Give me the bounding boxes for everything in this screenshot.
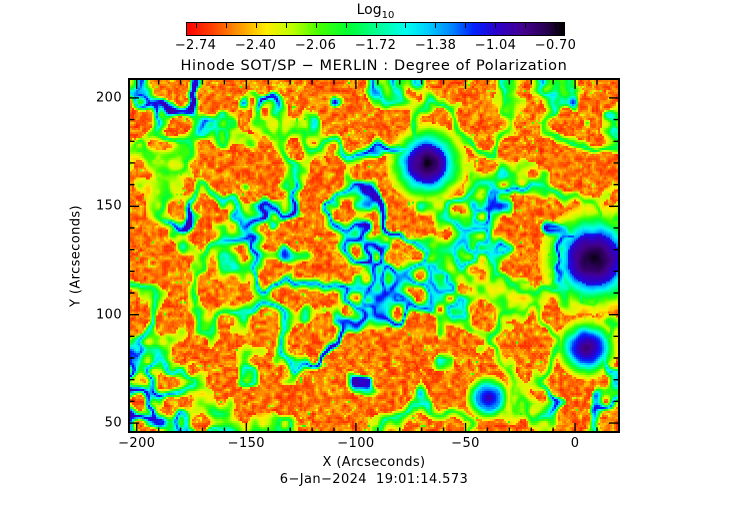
x-axis-label: X (Arcseconds) bbox=[322, 455, 426, 470]
colorbar-tick bbox=[405, 23, 407, 28]
x-tick-label: −100 bbox=[337, 436, 375, 451]
colorbar-tick bbox=[465, 23, 467, 28]
y-tick-label: 50 bbox=[104, 415, 122, 431]
colorbar-tick bbox=[225, 23, 227, 28]
plot-title: Hinode SOT/SP − MERLIN : Degree of Polar… bbox=[180, 58, 568, 74]
colorbar-tick-label: −0.70 bbox=[534, 38, 577, 53]
colorbar-tick bbox=[315, 23, 317, 28]
heatmap-canvas bbox=[128, 78, 620, 433]
colorbar-tick-label: −2.40 bbox=[234, 38, 277, 53]
colorbar-tick-label: −1.04 bbox=[474, 38, 517, 53]
colorbar-tick bbox=[525, 23, 527, 28]
x-tick-label: −200 bbox=[118, 436, 156, 451]
x-tick-label: −150 bbox=[227, 436, 265, 451]
y-tick-label: 200 bbox=[95, 90, 122, 106]
y-tick-label: 150 bbox=[95, 198, 122, 214]
colorbar-tick bbox=[255, 23, 257, 28]
y-tick-label: 100 bbox=[95, 307, 122, 323]
colorbar-title: Log10 bbox=[186, 2, 565, 21]
colorbar-tick bbox=[345, 23, 347, 28]
colorbar-tick bbox=[195, 23, 197, 28]
colorbar-title-subscript: 10 bbox=[381, 10, 395, 21]
colorbar-tick bbox=[495, 23, 497, 28]
colorbar-tick-label: −1.38 bbox=[414, 38, 457, 53]
colorbar-title-main: Log bbox=[356, 2, 382, 18]
colorbar-tick bbox=[375, 23, 377, 28]
colorbar-tick-label: −2.06 bbox=[294, 38, 337, 53]
x-tick-label: 0 bbox=[570, 436, 580, 451]
y-axis-label: Y (Arcseconds) bbox=[68, 204, 84, 308]
timestamp: 6−Jan−2024 19:01:14.573 bbox=[279, 472, 469, 487]
colorbar-tick-label: −1.72 bbox=[354, 38, 397, 53]
colorbar bbox=[186, 22, 565, 36]
colorbar-tick bbox=[435, 23, 437, 28]
colorbar-tick bbox=[555, 23, 557, 28]
x-tick-label: −50 bbox=[451, 436, 480, 451]
colorbar-tick-label: −2.74 bbox=[174, 38, 217, 53]
colorbar-tick bbox=[285, 23, 287, 28]
